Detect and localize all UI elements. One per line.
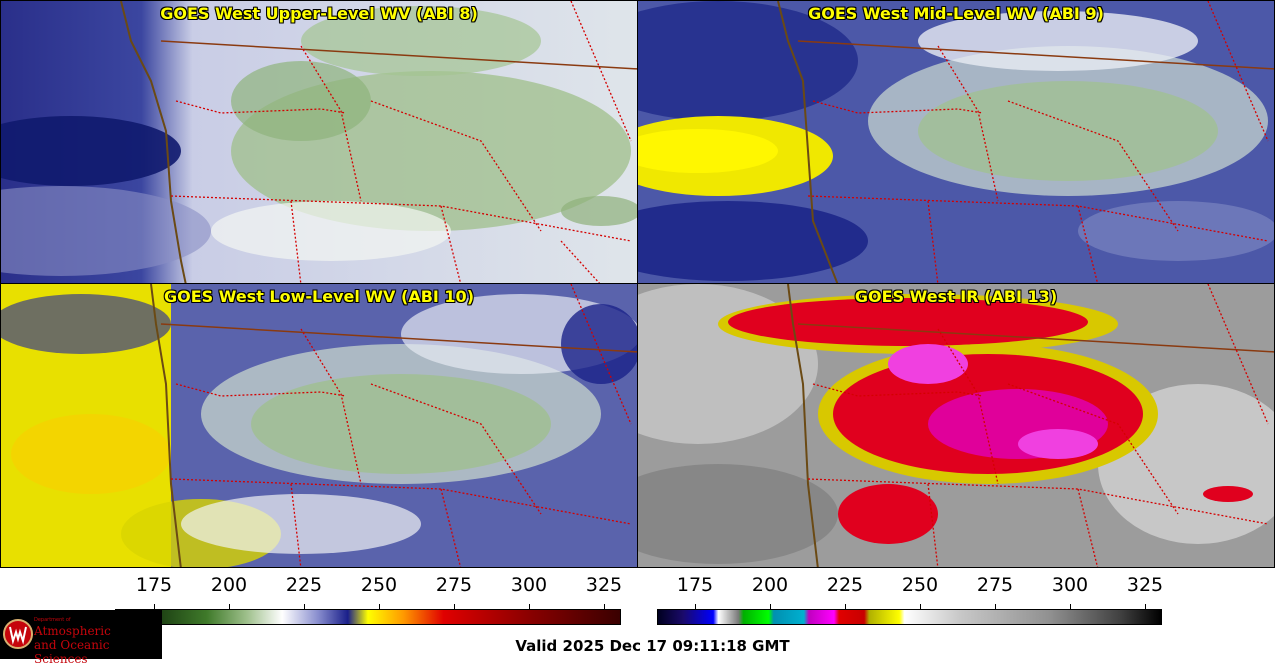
ir-map [638, 284, 1274, 567]
ir-tick-label: 250 [901, 574, 939, 596]
aos-logo: Department of Atmospheric and Oceanic Sc… [0, 610, 162, 666]
ir-tick-label: 225 [826, 574, 864, 596]
wv-tick-label: 225 [285, 574, 323, 596]
panel-low-level-wv: GOES West Low-Level WV (ABI 10) [0, 283, 638, 568]
ir-tick-label: 325 [1126, 574, 1164, 596]
logo-dept-text: Department of [34, 617, 71, 623]
wv-tick-label: 250 [360, 574, 398, 596]
panel-upper-level-wv: GOES West Upper-Level WV (ABI 8) [0, 0, 638, 284]
wv-tick-label: 325 [585, 574, 623, 596]
uw-crest-icon [3, 619, 33, 649]
logo-name-line1: Atmospheric [34, 624, 111, 638]
upper-level-wv-map [1, 1, 637, 283]
mid-level-wv-map [638, 1, 1274, 283]
wv-tick-label: 175 [135, 574, 173, 596]
low-level-wv-map [1, 284, 637, 567]
panel-title: GOES West IR (ABI 13) [854, 287, 1058, 306]
wv-tick-label: 275 [435, 574, 473, 596]
wv-colorbar-ticks: 175 200 225 250 275 300 325 [0, 574, 638, 600]
ir-tick-label: 300 [1051, 574, 1089, 596]
panel-title: GOES West Upper-Level WV (ABI 8) [160, 4, 478, 23]
ir-tick-label: 175 [676, 574, 714, 596]
ir-colorbar-ticks: 175 200 225 250 275 300 325 [638, 574, 1275, 600]
ir-tick-label: 200 [751, 574, 789, 596]
wv-tick-label: 300 [510, 574, 548, 596]
valid-timestamp: Valid 2025 Dec 17 09:11:18 GMT [515, 637, 790, 655]
panel-mid-level-wv: GOES West Mid-Level WV (ABI 9) [637, 0, 1275, 284]
ir-tick-label: 275 [976, 574, 1014, 596]
panel-title: GOES West Low-Level WV (ABI 10) [163, 287, 474, 306]
wv-tick-label: 200 [210, 574, 248, 596]
panel-ir: GOES West IR (ABI 13) [637, 283, 1275, 568]
wv-colorbar [115, 609, 621, 625]
ir-colorbar [657, 609, 1162, 625]
panel-title: GOES West Mid-Level WV (ABI 9) [808, 4, 1104, 23]
